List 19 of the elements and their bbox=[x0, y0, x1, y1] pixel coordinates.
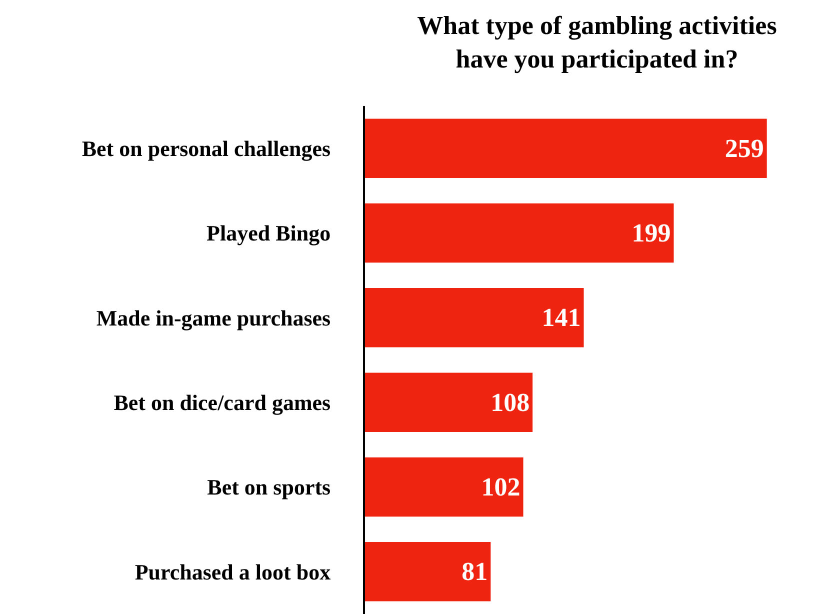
y-tick-label: Bet on sports bbox=[207, 474, 332, 500]
bar bbox=[365, 288, 584, 348]
data-label: 141 bbox=[542, 303, 581, 332]
data-label: 108 bbox=[490, 388, 530, 417]
y-tick-label: Bet on dice/card games bbox=[114, 390, 332, 416]
bar bbox=[365, 372, 533, 432]
y-tick-label: Purchased a loot box bbox=[134, 559, 331, 584]
bar bbox=[365, 457, 524, 517]
data-label: 199 bbox=[632, 218, 671, 248]
data-label: 102 bbox=[481, 472, 520, 502]
data-label: 259 bbox=[724, 134, 764, 163]
y-tick-label: Played Bingo bbox=[206, 220, 331, 246]
chart-title: What type of gambling activities have you participated in? bbox=[417, 10, 777, 74]
y-tick-label: Made in-game purchases bbox=[96, 305, 332, 330]
data-label: 81 bbox=[462, 557, 488, 586]
bar bbox=[365, 118, 767, 178]
y-tick-label: Bet on personal challenges bbox=[82, 136, 332, 162]
bar bbox=[365, 542, 491, 602]
bar bbox=[365, 203, 674, 263]
